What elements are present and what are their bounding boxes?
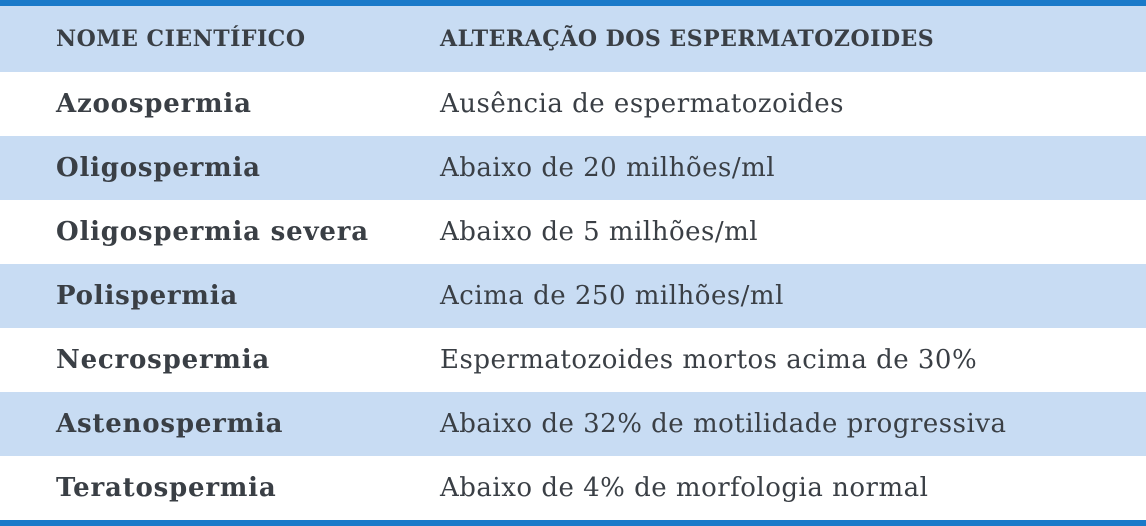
header-description: ALTERAÇÃO DOS ESPERMATOZOIDES (440, 26, 935, 52)
table-row: Azoospermia Ausência de espermatozoides (0, 72, 1146, 136)
table-row: Astenospermia Abaixo de 32% de motilidad… (0, 392, 1146, 456)
alteration-description: Abaixo de 32% de motilidade progressiva (440, 409, 1007, 439)
scientific-name: Necrospermia (56, 345, 271, 375)
scientific-name: Azoospermia (56, 89, 252, 119)
table-row: Oligospermia severa Abaixo de 5 milhões/… (0, 200, 1146, 264)
table-row: Necrospermia Espermatozoides mortos acim… (0, 328, 1146, 392)
scientific-name: Oligospermia severa (56, 217, 369, 247)
alteration-description: Acima de 250 milhões/ml (440, 281, 784, 311)
scientific-name: Teratospermia (56, 473, 277, 503)
table-row: Oligospermia Abaixo de 20 milhões/ml (0, 136, 1146, 200)
table-header-row: NOME CIENTÍFICO ALTERAÇÃO DOS ESPERMATOZ… (0, 6, 1146, 72)
alteration-description: Abaixo de 20 milhões/ml (440, 153, 776, 183)
scientific-name: Astenospermia (56, 409, 284, 439)
scientific-name: Polispermia (56, 281, 239, 311)
header-name: NOME CIENTÍFICO (56, 26, 306, 52)
scientific-name: Oligospermia (56, 153, 261, 183)
alteration-description: Ausência de espermatozoides (440, 89, 844, 119)
alteration-description: Abaixo de 5 milhões/ml (440, 217, 759, 247)
alteration-description: Abaixo de 4% de morfologia normal (440, 473, 929, 503)
table-row: Teratospermia Abaixo de 4% de morfologia… (0, 456, 1146, 520)
table-row: Polispermia Acima de 250 milhões/ml (0, 264, 1146, 328)
alteration-description: Espermatozoides mortos acima de 30% (440, 345, 978, 375)
